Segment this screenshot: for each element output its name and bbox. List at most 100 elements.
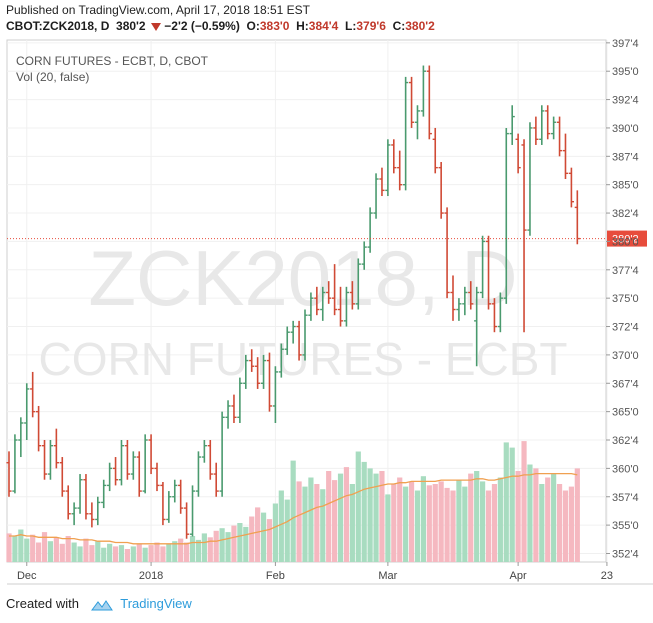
ohlc-bar: [237, 377, 243, 423]
y-tick-label: 355'0: [612, 520, 639, 532]
ohlc-bar: [154, 462, 160, 492]
x-tick-label: 2018: [139, 570, 163, 582]
volume-bar: [6, 533, 12, 562]
volume-bar: [574, 468, 580, 562]
current-price-line: 380'2: [7, 230, 647, 247]
volume-bar: [112, 546, 119, 562]
watermark: ZCK2018, D CORN FUTURES - ECBT: [39, 234, 568, 385]
ohlc-bar: [385, 139, 391, 197]
volume-bar: [249, 516, 255, 562]
current-price-label: 380'2: [612, 234, 639, 246]
volume-bar: [361, 461, 367, 562]
ohlc-bar: [349, 281, 355, 310]
ohlc-bar: [130, 451, 136, 480]
volume-bar: [47, 541, 54, 562]
volume-bars: [6, 441, 580, 562]
tradingview-logo-icon[interactable]: [90, 599, 113, 611]
close-value: 380'2: [405, 19, 435, 33]
ohlc-bar: [18, 417, 24, 458]
down-arrow-icon: [150, 22, 161, 31]
legend-title: CORN FUTURES - ECBT, D, CBOT: [16, 54, 209, 68]
volume-bar: [189, 536, 196, 562]
volume-bar: [397, 477, 403, 562]
ohlc-bar: [148, 434, 154, 475]
y-tick-label: 372'4: [612, 322, 639, 334]
ohlc-bar: [272, 366, 278, 423]
open-value: 383'0: [259, 19, 290, 33]
ohlc-bar: [556, 116, 563, 157]
volume-bar: [124, 549, 130, 562]
volume-bar: [130, 546, 136, 562]
ohlc-bar: [403, 76, 409, 191]
ohlc-bar: [249, 349, 255, 372]
volume-bar: [562, 490, 569, 562]
ohlc-bar: [491, 298, 498, 333]
volume-ma-line: [9, 472, 578, 545]
volume-bar: [485, 490, 492, 562]
watermark-symbol: ZCK2018, D: [88, 234, 517, 322]
y-tick-label: 385'0: [612, 180, 639, 192]
y-tick-label: 377'4: [612, 265, 639, 277]
volume-bar: [373, 473, 379, 562]
volume-bar: [308, 477, 314, 562]
volume-bar: [497, 477, 503, 562]
ohlc-bar: [444, 207, 450, 299]
y-tick-label: 370'0: [612, 350, 639, 362]
volume-bar: [438, 481, 444, 562]
volume-bar: [474, 471, 480, 562]
volume-bar: [491, 484, 498, 562]
ohlc-bar: [527, 122, 533, 236]
volume-bar: [480, 481, 486, 562]
ohlc-bar: [89, 502, 95, 528]
volume-bar: [468, 473, 474, 562]
close-label: C:: [392, 19, 406, 33]
ohlc-bar: [184, 502, 190, 539]
volume-bar: [568, 486, 574, 562]
high-label: H:: [296, 19, 309, 33]
x-tick-label: Feb: [266, 570, 285, 582]
ohlc-bar: [379, 167, 385, 197]
volume-bar: [391, 484, 397, 562]
ohlc-bar: [367, 207, 373, 253]
quote-line: CBOT:ZCK2018, D 380'2 −2'2 (−0.59%) O:38…: [6, 18, 646, 34]
high-value: 384'4: [308, 19, 339, 33]
tradingview-link[interactable]: TradingView: [120, 596, 192, 611]
volume-ma: [9, 472, 578, 545]
ohlc-bar: [474, 286, 480, 367]
volume-bar: [385, 494, 391, 562]
ohlc-bar: [107, 462, 113, 492]
ohlc-bar: [178, 479, 184, 514]
ohlc-bar: [219, 411, 225, 497]
low-label: L:: [345, 19, 357, 33]
ohlc-bar: [420, 65, 426, 117]
ohlc-bar: [166, 491, 172, 523]
ohlc-bar: [296, 320, 302, 361]
ohlc-bar: [53, 428, 59, 469]
ohlc-bar: [24, 383, 30, 441]
volume-bar: [432, 484, 438, 562]
ohlc-bar: [408, 76, 415, 128]
volume-bar: [201, 533, 207, 562]
ohlc-bar: [426, 65, 432, 140]
volume-bar: [118, 545, 125, 562]
ohlc-bar: [497, 292, 503, 333]
ohlc-bar: [438, 161, 444, 219]
y-tick-label: 380'0: [612, 236, 639, 248]
y-tick-label: 387'4: [612, 151, 639, 163]
ohlc-bar: [260, 354, 267, 389]
ohlc-bar: [112, 457, 119, 486]
ohlc-bar: [284, 326, 290, 355]
volume-bar: [53, 537, 59, 562]
volume-bar: [266, 519, 273, 562]
volume-bar: [278, 490, 284, 562]
ohlc-bar: [266, 352, 273, 412]
volume-bar: [136, 543, 142, 562]
price-bars: [6, 65, 580, 539]
ohlc-bar: [361, 241, 367, 270]
ohlc-bar: [391, 139, 397, 174]
y-axis: 352'4 355'0 357'4 360'0 362'4 365'0 367'4 370'0…: [606, 38, 639, 560]
y-tick-label: 352'4: [612, 548, 639, 560]
volume-bar: [379, 471, 385, 562]
volume-bar: [290, 460, 296, 562]
